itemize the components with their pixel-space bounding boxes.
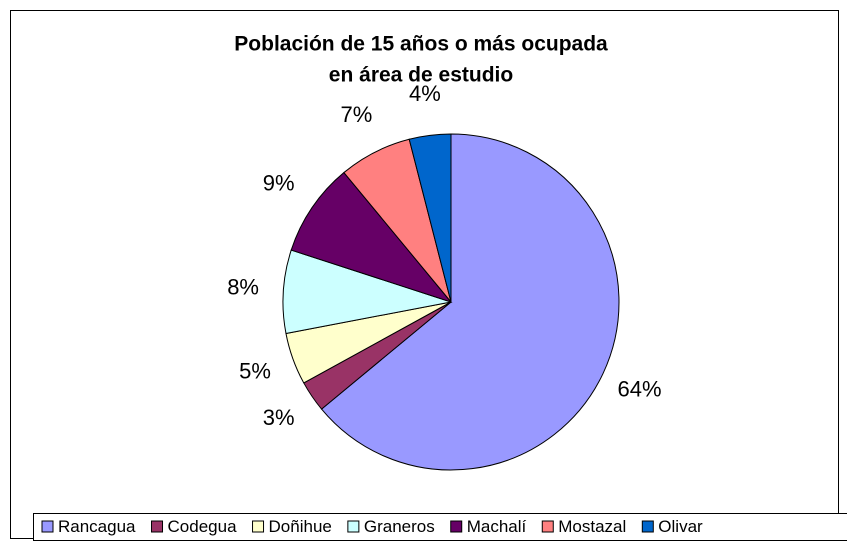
legend-label: Machalí xyxy=(467,517,527,536)
legend-label: Olivar xyxy=(658,517,703,536)
legend-swatch xyxy=(541,520,554,533)
data-label: 8% xyxy=(227,275,259,300)
chart-title: en área de estudio xyxy=(329,64,513,87)
legend-swatch xyxy=(450,520,463,533)
data-label: 4% xyxy=(409,81,441,106)
legend-swatch xyxy=(641,520,654,533)
data-label: 3% xyxy=(263,405,295,430)
pie: 64% 3% 5% 8% 9% 7% 4% xyxy=(227,81,662,471)
legend-swatch xyxy=(347,520,360,533)
legend-swatch xyxy=(252,520,265,533)
legend-label: Graneros xyxy=(364,517,435,536)
legend-label: Rancagua xyxy=(58,517,136,536)
pie-slice xyxy=(320,133,620,471)
legend-label: Codegua xyxy=(168,517,238,536)
legend-label: Doñihue xyxy=(269,517,332,536)
data-label: 5% xyxy=(239,358,271,383)
pie-slice xyxy=(290,171,453,304)
data-label: 9% xyxy=(263,171,295,196)
legend: Rancagua Codegua Doñihue Graneros Machalí Mos… xyxy=(41,517,703,536)
legend-swatch xyxy=(151,520,164,533)
chart-title: Población de 15 años o más ocupada xyxy=(234,33,608,56)
legend-swatch xyxy=(41,520,54,533)
data-label: 64% xyxy=(617,377,661,402)
pie-slice xyxy=(408,133,452,303)
data-label: 7% xyxy=(341,102,373,127)
legend-label: Mostazal xyxy=(558,517,626,536)
legend-box xyxy=(33,513,847,541)
